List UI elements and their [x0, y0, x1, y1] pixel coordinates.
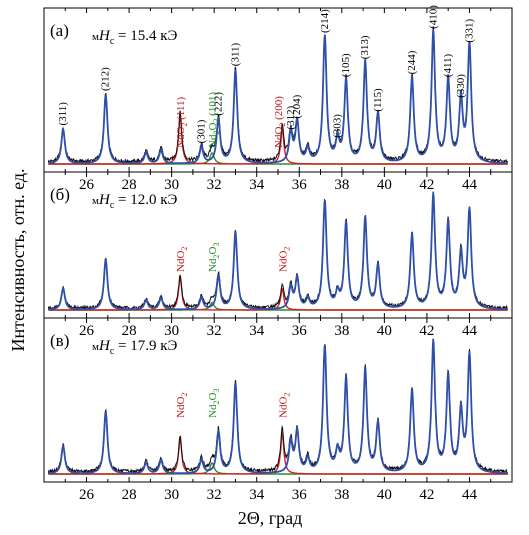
peak-hkl-label: (301)	[195, 119, 207, 143]
peak-hkl-label: (214)	[319, 9, 331, 33]
peak-hkl-label: (303)	[332, 114, 344, 138]
peak-hkl-label: (212)	[100, 67, 112, 91]
x-tick-label: 38	[334, 323, 349, 339]
x-tick-label: 42	[419, 323, 434, 339]
phase-annotation: NdO2	[175, 393, 189, 418]
peak-hkl-label: (222)	[212, 92, 224, 116]
x-tick-label: 42	[419, 177, 434, 193]
x-tick-label: 26	[79, 323, 95, 339]
y-axis-title: Интенсивность, отн. ед.	[8, 168, 28, 351]
field-label: мHc = 12.0 кЭ	[92, 192, 178, 211]
peak-hkl-label: (115)	[372, 88, 384, 112]
field-label: мHc = 17.9 кЭ	[92, 338, 178, 357]
peak-hkl-label: (313)	[359, 35, 371, 59]
x-ticks	[64, 8, 492, 172]
x-tick-label: 42	[419, 487, 434, 503]
peak-hkl-label: (330)	[455, 74, 467, 98]
panel-1: 26 28 30 32 34 36 38 40 42 44 (а) мHc = 15.4 кЭ (311…	[43, 5, 513, 193]
series-ndo2	[48, 112, 508, 165]
x-tick-label: 44	[462, 487, 478, 503]
x-tick-label: 26	[79, 177, 95, 193]
x-tick-label: 30	[164, 323, 179, 339]
peak-hkl-label: (411)	[442, 53, 454, 77]
x-ticks	[64, 318, 492, 482]
x-tick-label: 36	[292, 487, 308, 503]
peak-hkl-label: (312)	[285, 105, 297, 129]
x-axis-title: 2Θ, град	[238, 508, 303, 528]
x-tick-label: 44	[462, 177, 478, 193]
x-tick-label: 38	[334, 177, 349, 193]
panel-label: (в)	[50, 331, 69, 350]
phase-annotation: NdO2 (200)	[273, 96, 287, 148]
x-tick-label: 40	[377, 323, 392, 339]
phase-annotation: Nd2O3	[207, 243, 221, 272]
peak-hkl-label: (105)	[340, 53, 352, 77]
peak-hkl-label: (331)	[464, 19, 476, 43]
panels-layer: 26 28 30 32 34 36 38 40 42 44 (а) мHc = 15.4 кЭ (311…	[43, 5, 513, 503]
series-ndo2	[48, 274, 508, 311]
x-tick-label: 30	[164, 487, 179, 503]
panel-2: 26 28 30 32 34 36 38 40 42 44 (б) мHc = 12.0 кЭ NdO2…	[43, 171, 513, 339]
x-tick-label: 40	[377, 177, 392, 193]
peak-hkl-label: (311)	[57, 102, 69, 126]
x-tick-label: 28	[122, 177, 137, 193]
x-tick-label: 32	[207, 487, 222, 503]
phase-annotation: NdO2	[277, 247, 291, 272]
x-tick-label: 32	[207, 177, 222, 193]
x-tick-label: 28	[122, 323, 137, 339]
panel-3: 26 28 30 32 34 36 38 40 42 44 (в) мHc = 17.9 кЭ NdO2…	[43, 317, 513, 503]
peak-hkl-label: (410)	[427, 5, 439, 29]
axis-layer: 2Θ, град Интенсивность, отн. ед.	[8, 168, 302, 528]
phase-annotation: NdO2 (111)	[175, 97, 189, 148]
x-tick-label: 40	[377, 487, 392, 503]
peak-hkl-label: (204)	[291, 94, 303, 118]
x-tick-label: 26	[79, 487, 95, 503]
panel-label: (а)	[50, 21, 69, 40]
panel-label: (б)	[50, 185, 70, 204]
x-tick-label: 44	[462, 323, 478, 339]
peak-hkl-label: (244)	[406, 50, 418, 74]
phase-annotation: NdO2	[175, 247, 189, 272]
x-tick-label: 34	[249, 487, 265, 503]
phase-annotation: NdO2	[277, 393, 291, 418]
x-tick-label: 32	[207, 323, 222, 339]
x-tick-label: 34	[249, 323, 265, 339]
field-label: мHc = 15.4 кЭ	[92, 28, 178, 47]
phase-annotation: Nd2O3	[207, 389, 221, 418]
series-fit	[48, 29, 508, 165]
x-tick-label: 36	[292, 177, 308, 193]
series-fit	[48, 339, 508, 475]
x-tick-label: 28	[122, 487, 137, 503]
x-tick-label: 34	[249, 177, 265, 193]
peak-hkl-label: (311)	[230, 42, 242, 66]
series-ndo2	[48, 430, 508, 475]
series-fit	[48, 192, 508, 311]
x-tick-label: 36	[292, 323, 308, 339]
x-tick-label: 30	[164, 177, 179, 193]
x-tick-label: 38	[334, 487, 349, 503]
phase-annotation: Nd2O3 (101)	[207, 92, 221, 148]
